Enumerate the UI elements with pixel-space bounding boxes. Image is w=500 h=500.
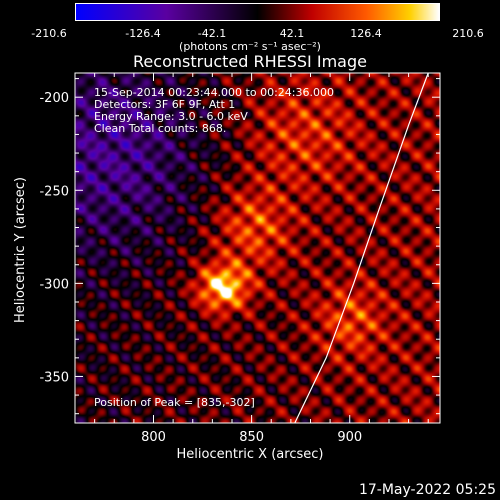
annotation-detectors: Detectors: 3F 6F 9F, Att 1 (94, 98, 236, 111)
x-tick-label: 900 (337, 430, 362, 445)
colorbar-gradient (75, 3, 440, 21)
y-axis-label: Heliocentric Y (arcsec) (13, 177, 28, 323)
heatmap-image (75, 73, 440, 423)
y-tick-label: -350 (39, 370, 69, 385)
timestamp: 17-May-2022 05:25 (358, 482, 496, 498)
annotation-clean-counts: Clean Total counts: 868. (94, 122, 227, 135)
colorbar-tick: -210.6 (31, 27, 67, 40)
colorbar-tick: 126.4 (350, 27, 382, 40)
x-tick-label: 800 (141, 430, 166, 445)
annotation-time-range: 15-Sep-2014 00:23:44.000 to 00:24:36.000 (94, 86, 334, 99)
x-tick-label: 850 (239, 430, 264, 445)
colorbar-units: (photons cm⁻² s⁻¹ asec⁻²) (179, 40, 321, 53)
colorbar-tick: -126.4 (125, 27, 161, 40)
y-tick-label: -300 (39, 277, 69, 292)
x-axis-label: Heliocentric X (arcsec) (177, 447, 324, 462)
colorbar-tick: 42.1 (279, 27, 305, 40)
annotation-energy-range: Energy Range: 3.0 - 6.0 keV (94, 110, 248, 123)
plot-frame (74, 72, 441, 424)
y-tick-label: -250 (39, 184, 69, 199)
colorbar-tick: 210.6 (452, 27, 484, 40)
colorbar-tick: -42.1 (197, 27, 227, 40)
annotation-peak-position: Position of Peak = [835,-302] (94, 396, 255, 409)
chart-title: Reconstructed RHESSI Image (133, 52, 367, 71)
y-tick-label: -200 (39, 91, 69, 106)
solar-limb-line (294, 72, 429, 424)
